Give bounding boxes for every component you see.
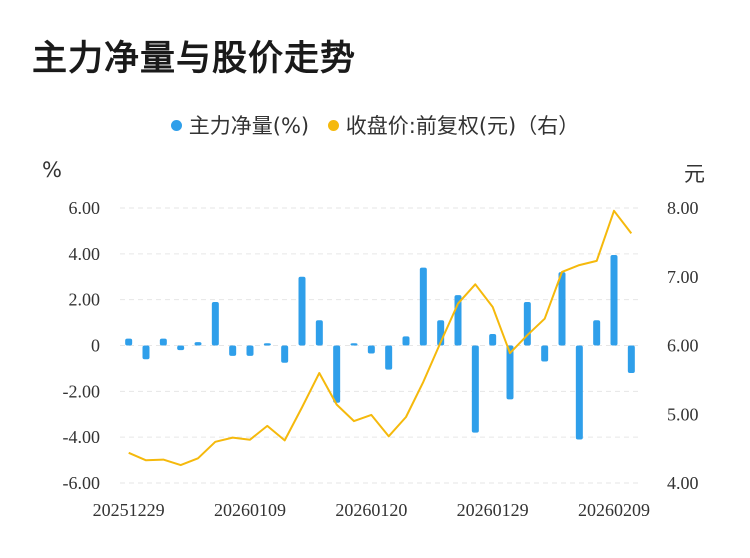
bar bbox=[229, 345, 237, 356]
bar bbox=[194, 342, 202, 346]
bar bbox=[506, 345, 514, 400]
right-axis-tick-label: 6.00 bbox=[667, 336, 699, 356]
left-axis-tick-label: -2.00 bbox=[63, 381, 101, 401]
bar bbox=[402, 336, 410, 346]
bar bbox=[142, 345, 150, 360]
bar bbox=[177, 345, 185, 351]
left-axis-tick-label: 6.00 bbox=[69, 198, 101, 218]
x-axis-tick-label: 20251229 bbox=[93, 500, 165, 520]
bar bbox=[489, 334, 497, 346]
left-axis-unit: % bbox=[42, 158, 62, 182]
legend-item-close-price[interactable]: 收盘价:前复权(元)（右） bbox=[327, 110, 580, 140]
chart-title: 主力净量与股价走势 bbox=[32, 39, 357, 79]
price-line bbox=[128, 209, 633, 467]
bar bbox=[471, 345, 479, 433]
bar bbox=[263, 343, 271, 346]
left-axis-tick-label: 4.00 bbox=[69, 244, 101, 264]
bar bbox=[246, 345, 254, 356]
bar bbox=[315, 320, 323, 346]
bar bbox=[350, 343, 358, 346]
legend-label-net-flow: 主力净量(%) bbox=[188, 114, 310, 138]
bar bbox=[541, 345, 549, 362]
left-axis-tick-label: -6.00 bbox=[63, 473, 101, 493]
bar bbox=[211, 301, 219, 346]
x-axis-tick-label: 20260120 bbox=[335, 500, 407, 520]
legend: 主力净量(%) 收盘价:前复权(元)（右） bbox=[0, 110, 750, 140]
left-axis-tick-label: 2.00 bbox=[69, 290, 101, 310]
bar bbox=[610, 254, 618, 346]
bar bbox=[159, 338, 167, 346]
bar bbox=[125, 338, 133, 346]
bar bbox=[385, 345, 393, 370]
bar bbox=[298, 276, 306, 346]
bar bbox=[558, 272, 566, 346]
x-axis-tick-label: 20260209 bbox=[578, 500, 650, 520]
bar bbox=[575, 345, 583, 440]
left-axis-tick-label: -4.00 bbox=[63, 427, 101, 447]
bar bbox=[367, 345, 375, 354]
bar bbox=[627, 345, 635, 373]
legend-marker-blue bbox=[170, 120, 182, 131]
x-axis-tick-label: 20260129 bbox=[457, 500, 529, 520]
bar bbox=[281, 345, 289, 363]
legend-marker-yellow bbox=[327, 120, 339, 131]
bar bbox=[419, 267, 427, 346]
x-axis-tick-label: 20260109 bbox=[214, 500, 286, 520]
legend-label-close-price: 收盘价:前复权(元)（右） bbox=[345, 114, 580, 138]
right-axis-tick-label: 5.00 bbox=[667, 404, 699, 424]
legend-item-net-flow[interactable]: 主力净量(%) bbox=[170, 110, 310, 140]
bar bbox=[333, 345, 341, 403]
right-axis-tick-label: 4.00 bbox=[667, 473, 699, 493]
right-axis-unit: 元 bbox=[684, 162, 705, 186]
left-axis-tick-label: 0 bbox=[91, 336, 100, 356]
right-axis-tick-label: 8.00 bbox=[667, 198, 699, 218]
bar bbox=[593, 320, 601, 346]
right-axis-tick-label: 7.00 bbox=[667, 267, 699, 287]
